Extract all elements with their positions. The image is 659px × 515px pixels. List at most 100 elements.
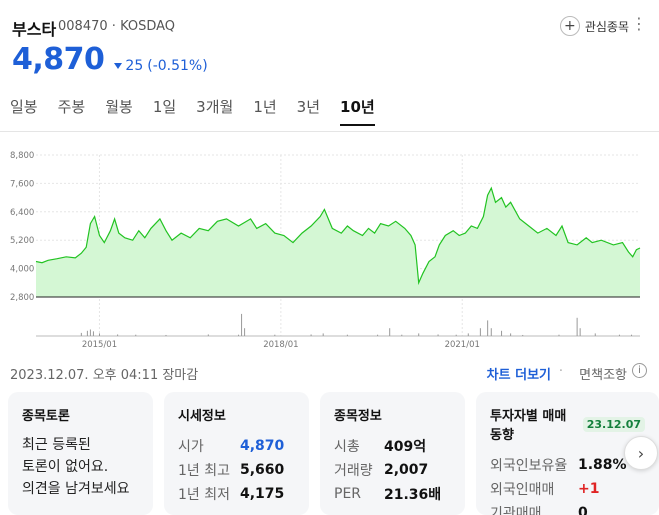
price-change: 25 (-0.51%) [114,58,208,74]
volume-bar [479,328,481,336]
summary-cards: 종목토론 최근 등록된 토론이 없어요. 의견을 남겨보세요 시세정보 시가 4… [8,392,659,515]
y-tick-label: 6,400 [10,208,34,218]
volume-bar [501,330,503,336]
stock-name: 부스타 [12,20,57,39]
volume-bar [522,334,524,336]
info-icon[interactable]: i [632,363,647,378]
y-tick-label: 4,000 [10,265,34,275]
quote-row: 1년 최고 5,660 [178,458,295,482]
volume-bar [241,313,243,336]
volume-bar [455,334,457,336]
separator-dot: · [558,364,563,379]
company-value: 21.36배 [384,487,442,503]
tab-period[interactable]: 주봉 [57,98,86,116]
company-row: PER 21.36배 [334,482,451,506]
investor-value: +1 [578,481,600,497]
volume-bar [490,328,492,336]
more-options-icon[interactable]: ⋮ [631,14,647,33]
favorite-label: 관심종목 [584,19,629,34]
volume-bar [389,328,391,336]
company-card[interactable]: 종목정보 시총 409억 거래량 2,007 PER 21.36배 [320,392,465,515]
investor-value: 1.88% [578,457,627,473]
quote-value: 4,175 [240,486,285,502]
quote-card[interactable]: 시세정보 시가 4,870 1년 최고 5,660 1년 최저 4,175 [164,392,309,515]
price-area-fill [36,188,640,297]
volume-bar [594,333,596,336]
discussion-card-title: 종목토론 [22,409,70,424]
investor-label: 외국인보유율 [490,458,568,474]
x-tick-label: 2021/01 [445,340,480,350]
tab-period[interactable]: 월봉 [105,98,133,116]
tab-period[interactable]: 3개월 [196,98,234,116]
company-label: 거래량 [334,463,373,479]
disclaimer-link[interactable]: 면책조항 [579,368,627,383]
investor-row: 외국인매매 +1 [490,477,645,501]
investor-card[interactable]: 투자자별 매매동향 23.12.07 외국인보유율 1.88% 외국인매매 +1… [476,392,659,515]
quote-value: 4,870 [240,438,285,454]
volume-bar [576,317,578,336]
x-tick-label: 2015/01 [82,340,117,350]
down-arrow-icon [114,63,123,69]
discussion-empty-text: 최근 등록된 토론이 없어요. 의견을 남겨보세요 [22,437,130,497]
volume-bar [86,330,88,336]
tab-period[interactable]: 1년 [253,98,277,116]
volume-bar [238,334,240,336]
tab-period[interactable]: 1일 [152,98,177,116]
change-amount: 25 [125,58,144,74]
company-value: 2,007 [384,462,429,478]
tab-period[interactable]: 10년 [340,96,375,126]
volume-bar [80,332,82,336]
volume-bar [437,334,439,336]
investor-value: 0 [578,505,588,515]
quote-label: 시가 [178,439,204,455]
investor-date-badge: 23.12.07 [582,416,645,432]
investor-row: 기관매매 0 [490,501,645,515]
volume-bar [487,320,489,336]
investor-row: 외국인보유율 1.88% [490,453,645,477]
volume-bar [244,328,246,336]
volume-bar [135,334,137,336]
volume-bar [98,333,100,336]
tab-period[interactable]: 3년 [296,98,321,116]
company-value: 409억 [384,439,427,455]
investor-card-title: 투자자별 매매동향 23.12.07 [490,405,645,443]
volume-bar [631,334,633,336]
stock-header: 부스타 008470 · KOSDAQ + 관심종목 ⋮ [12,12,647,42]
x-tick-label: 2018/01 [263,340,298,350]
stock-market: KOSDAQ [120,19,176,34]
next-card-button[interactable]: › [624,436,658,470]
volume-bar [92,331,94,336]
quote-label: 1년 최저 [178,487,230,503]
add-favorite-button[interactable]: + 관심종목 [559,16,629,36]
y-tick-label: 5,200 [10,236,34,246]
volume-bar [274,334,276,336]
company-label: 시총 [334,439,360,455]
chevron-right-icon: › [637,443,645,463]
volume-bar [579,328,581,336]
tab-period[interactable]: 일봉 [10,98,38,116]
stock-code-number: 008470 [58,19,108,34]
volume-bar [418,333,420,336]
quote-row: 1년 최저 4,175 [178,482,295,506]
volume-bar [467,333,469,336]
company-row: 시총 409억 [334,434,451,458]
company-card-title: 종목정보 [334,409,382,424]
volume-bar [89,329,91,336]
quote-card-title: 시세정보 [178,409,226,424]
code-separator: · [111,19,116,34]
volume-bar [558,334,560,336]
discussion-card[interactable]: 종목토론 최근 등록된 토론이 없어요. 의견을 남겨보세요 [8,392,153,515]
price-chart[interactable]: 8,800 7,600 6,400 5,200 4,000 2,800 2015/01 201… [0,140,659,352]
volume-bar [401,334,403,336]
volume-bar [322,333,324,336]
investor-label: 외국인매매 [490,482,555,498]
chart-more-link[interactable]: 차트 더보기 [486,368,551,383]
volume-bar [117,334,119,336]
volume-bar [510,333,512,336]
price-row: 4,870 25 (-0.51%) [12,42,208,80]
volume-bar [310,334,312,336]
volume-bar [207,334,209,336]
quote-value: 5,660 [240,462,285,478]
plus-icon: + [559,16,580,36]
change-percent: (-0.51%) [147,58,208,74]
